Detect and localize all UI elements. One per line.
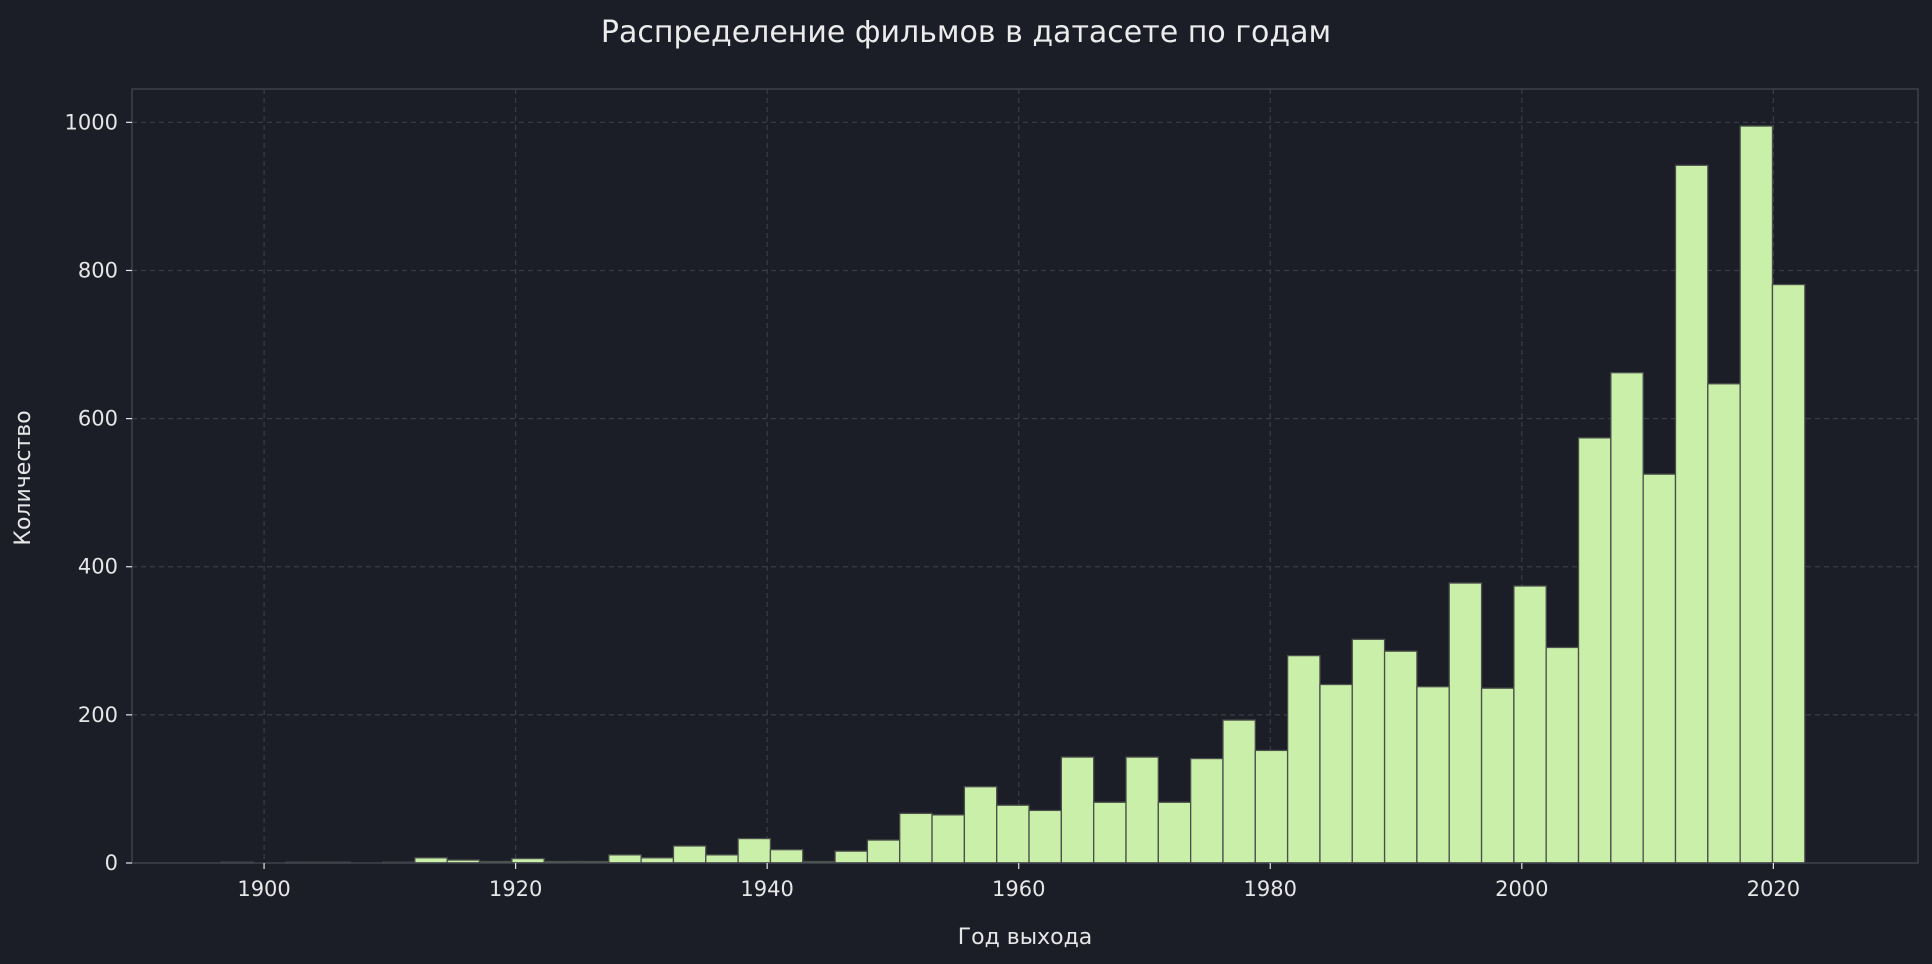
histogram-bar: [931, 814, 966, 864]
histogram-bar: [1674, 164, 1709, 864]
y-tick-label: 400: [78, 555, 118, 579]
histogram-bar: [1060, 756, 1095, 864]
y-tick-label: 1000: [65, 110, 118, 134]
histogram-bar: [1286, 654, 1321, 864]
histogram-bar: [414, 857, 448, 864]
x-tick-label: 1960: [992, 877, 1045, 901]
histogram-bar: [1351, 638, 1386, 864]
histogram-bar: [608, 854, 642, 864]
histogram-bar: [1416, 686, 1450, 864]
y-axis-label: Количество: [11, 410, 36, 545]
x-tick-label: 2000: [1495, 877, 1548, 901]
histogram-bar: [769, 849, 804, 864]
histogram-bar: [672, 845, 707, 864]
histogram-bar: [640, 857, 675, 864]
histogram-bar: [834, 850, 869, 864]
histogram-bar: [963, 786, 998, 864]
histogram-bar: [1739, 125, 1774, 864]
histogram-bar: [1254, 749, 1289, 864]
histogram-bar: [1319, 683, 1353, 864]
histogram-bar: [899, 812, 933, 864]
y-tick-label: 0: [105, 851, 118, 875]
histogram-bar: [1028, 809, 1062, 864]
histogram-bars: [220, 125, 1806, 864]
histogram-bar: [866, 839, 901, 864]
chart-title: Распределение фильмов в датасете по года…: [601, 15, 1331, 50]
x-tick-label: 2020: [1747, 877, 1800, 901]
axes-frame: [131, 88, 1919, 864]
histogram-bar: [1383, 650, 1418, 864]
y-tick-label: 600: [78, 407, 118, 431]
histogram-bar: [1642, 473, 1677, 864]
histogram-bar: [1771, 283, 1806, 864]
y-tick-label: 200: [78, 703, 118, 727]
histogram-bar: [1189, 757, 1224, 864]
histogram-bar: [1222, 719, 1256, 864]
histogram-bar: [1093, 801, 1127, 864]
histogram-bar: [1577, 437, 1612, 864]
histogram-bar: [1610, 372, 1644, 864]
y-tick-label: 800: [78, 258, 118, 282]
x-axis-label: Год выхода: [958, 925, 1093, 950]
histogram-bar: [1448, 582, 1483, 864]
histogram-bar: [1707, 383, 1741, 864]
x-tick-label: 1980: [1244, 877, 1297, 901]
histogram-bar: [737, 837, 772, 864]
histogram-bar: [1545, 646, 1580, 864]
histogram-bar: [1157, 801, 1192, 864]
histogram-bar: [1480, 687, 1515, 864]
histogram-bar: [996, 804, 1030, 864]
axis-ticks: 1900 1920 1940 1960 1980 2000 2020 0 200 400 600 80…: [65, 110, 1801, 901]
x-tick-label: 1900: [237, 877, 290, 901]
histogram-bar: [1125, 756, 1159, 864]
histogram-bar: [705, 854, 739, 864]
x-tick-label: 1940: [740, 877, 793, 901]
histogram-bar: [1513, 585, 1547, 864]
x-tick-label: 1920: [489, 877, 542, 901]
